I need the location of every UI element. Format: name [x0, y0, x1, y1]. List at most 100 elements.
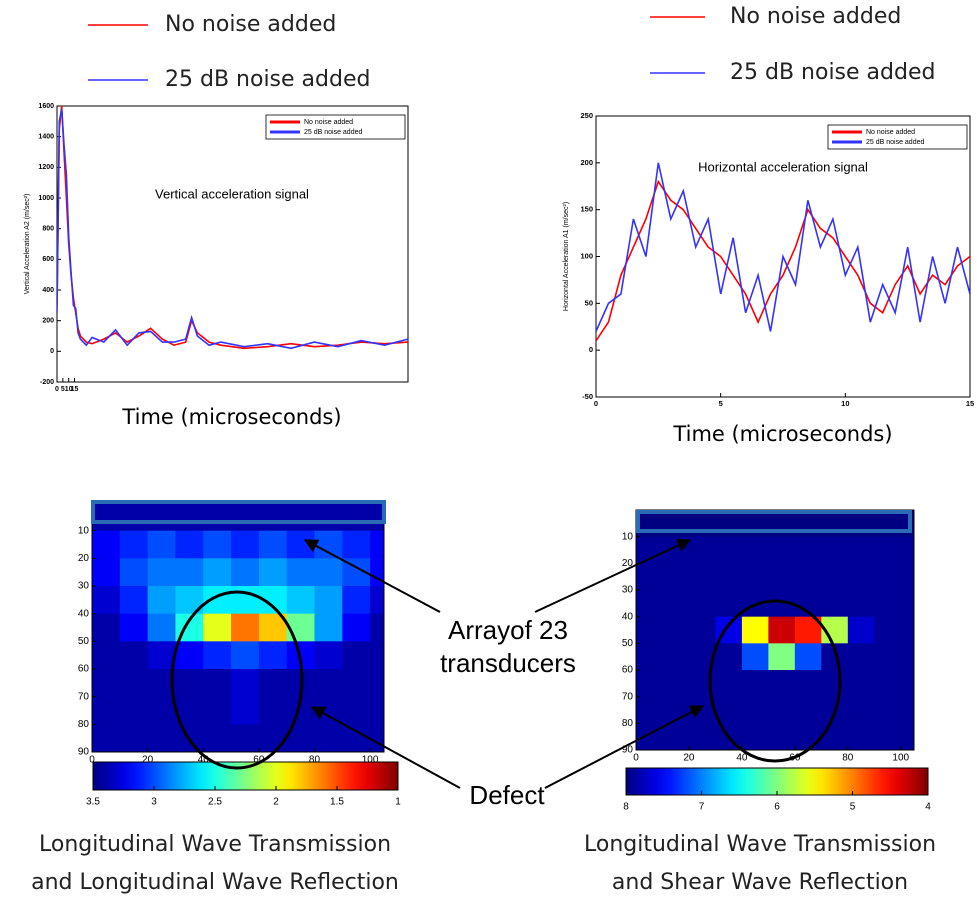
heat-cell [370, 586, 384, 615]
y-tick-label: 10 [78, 525, 90, 536]
heat-cell [741, 723, 769, 750]
heat-cell [203, 696, 232, 725]
heat-cell [741, 616, 769, 644]
heat-cell [203, 724, 232, 752]
heat-cell [874, 643, 902, 671]
y-tick-label: -50 [582, 392, 593, 401]
x-tick-label: 60 [253, 755, 265, 766]
heat-cell [370, 641, 384, 670]
legend-label: No noise added [730, 4, 901, 29]
heat-cell [342, 724, 371, 752]
colorbar-tick-label: 2 [273, 797, 279, 808]
heat-cell [370, 669, 384, 698]
x-tick-label: 5 [61, 386, 65, 393]
heat-cell [92, 503, 121, 532]
heat-cell [768, 670, 796, 698]
heat-cell [314, 669, 343, 698]
heat-cell [286, 503, 315, 532]
y-axis-label: Horizontal Acceleration A1 (m/sec²) [563, 202, 570, 311]
arrow [310, 706, 461, 789]
y-tick-label: 80 [78, 719, 90, 730]
array-highlight [91, 500, 386, 524]
legend-label: 25 dB noise added [866, 139, 924, 146]
y-tick-label: 600 [42, 256, 54, 263]
heat-cell [231, 669, 260, 698]
heat-cell [874, 616, 902, 644]
heat-cell [874, 696, 902, 724]
heat-cell [175, 641, 204, 670]
heat-cell [175, 558, 204, 587]
x-tick-label: 0 [594, 399, 598, 408]
heat-cell [92, 558, 121, 587]
heat-cell [847, 643, 875, 671]
colorbar-tick-label: 7 [699, 802, 705, 813]
y-tick-label: 10 [622, 531, 634, 542]
plot-frame [56, 105, 409, 383]
heat-cell [900, 670, 914, 698]
heat-cell [874, 510, 902, 538]
heat-cell [900, 590, 914, 618]
arrow [303, 539, 441, 613]
heat-cell [342, 641, 371, 670]
legend-label: 25 dB noise added [165, 67, 370, 92]
heat-cell [175, 503, 204, 532]
series-line [596, 162, 970, 332]
heat-cell [741, 536, 769, 564]
y-tick-label: 1400 [38, 134, 54, 141]
y-tick-label: 0 [50, 348, 54, 355]
heat-cell [258, 503, 288, 532]
arrow [544, 705, 705, 789]
x-tick-label: 20 [142, 755, 154, 766]
colorbar-tick-label: 1.5 [330, 797, 344, 808]
heat-cell [314, 586, 343, 615]
annotation: Defect [469, 780, 545, 810]
colorbar-tick-label: 5 [850, 802, 856, 813]
y-tick-label: 40 [78, 608, 90, 619]
heat-cell [119, 503, 149, 532]
y-tick-label: 20 [78, 553, 90, 564]
heat-cell [847, 723, 875, 750]
cells [92, 503, 384, 752]
heat-cell [741, 510, 769, 538]
x-tick-label: 10 [65, 386, 73, 393]
heat-cell [715, 536, 743, 564]
annotation: Arrayof 23 [448, 615, 568, 645]
heat-cell [231, 558, 260, 587]
heat-cell [231, 613, 260, 642]
heat-cell [741, 643, 769, 671]
heat-cell [286, 613, 315, 642]
colorbar-tick-label: 1 [395, 797, 401, 808]
heat-cell [342, 530, 371, 559]
y-tick-label: 1200 [38, 164, 54, 171]
heat-cell [119, 558, 149, 587]
heat-cell [636, 696, 663, 724]
heat-cell [231, 696, 260, 725]
heat-cell [900, 723, 914, 750]
x-tick-label: 40 [736, 753, 748, 764]
caption: Longitudinal Wave Transmission [39, 832, 391, 857]
heat-cell [119, 696, 149, 725]
heat-cell [874, 670, 902, 698]
heat-cell [258, 558, 288, 587]
colorbar-tick-label: 6 [774, 802, 780, 813]
legend-label: No noise added [866, 129, 915, 136]
heat-cell [147, 696, 176, 725]
heat-cell [768, 510, 796, 538]
x-tick-label: 100 [892, 753, 909, 764]
x-tick-label: 0 [633, 753, 639, 764]
heat-cell [147, 558, 176, 587]
x-tick-label: 20 [683, 753, 695, 764]
legend-label: 25 dB noise added [730, 60, 935, 85]
heat-cell [342, 503, 371, 532]
heat-cell [314, 613, 343, 642]
x-tick-label: 10 [841, 399, 849, 408]
heat-cell [847, 563, 875, 591]
heat-cell [874, 536, 902, 564]
heat-cell [92, 613, 121, 642]
legend-box [265, 114, 406, 140]
y-tick-label: 50 [78, 636, 90, 647]
heat-cell [662, 563, 690, 591]
plot-title: Horizontal acceleration signal [698, 159, 868, 174]
y-tick-label: 30 [622, 585, 634, 596]
heat-cell [636, 563, 663, 591]
